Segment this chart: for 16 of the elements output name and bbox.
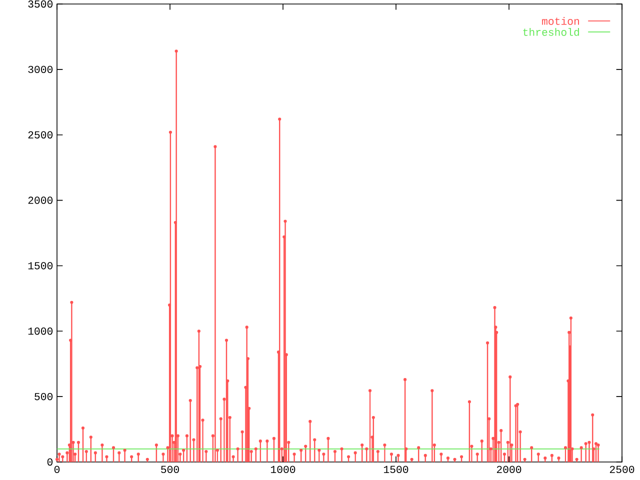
x-tick-label: 1000	[270, 466, 296, 474]
legend-label: motion	[542, 17, 579, 25]
x-tick-label: 2500	[610, 466, 634, 474]
x-tick-label: 0	[54, 466, 60, 474]
y-tick-label: 500	[34, 392, 53, 400]
y-tick-label: 2000	[28, 196, 53, 204]
y-tick-label: 0	[47, 458, 53, 466]
x-tick-label: 500	[161, 466, 179, 474]
y-tick-label: 1000	[28, 328, 53, 335]
y-tick-label: 3000	[28, 66, 53, 74]
y-tick-label: 2500	[28, 131, 53, 138]
y-tick-label: 3500	[28, 0, 53, 8]
y-tick-label: 1500	[28, 262, 53, 270]
x-tick-label: 1500	[384, 466, 408, 474]
x-tick-label: 2000	[496, 466, 522, 474]
legend-label: threshold	[523, 28, 579, 36]
